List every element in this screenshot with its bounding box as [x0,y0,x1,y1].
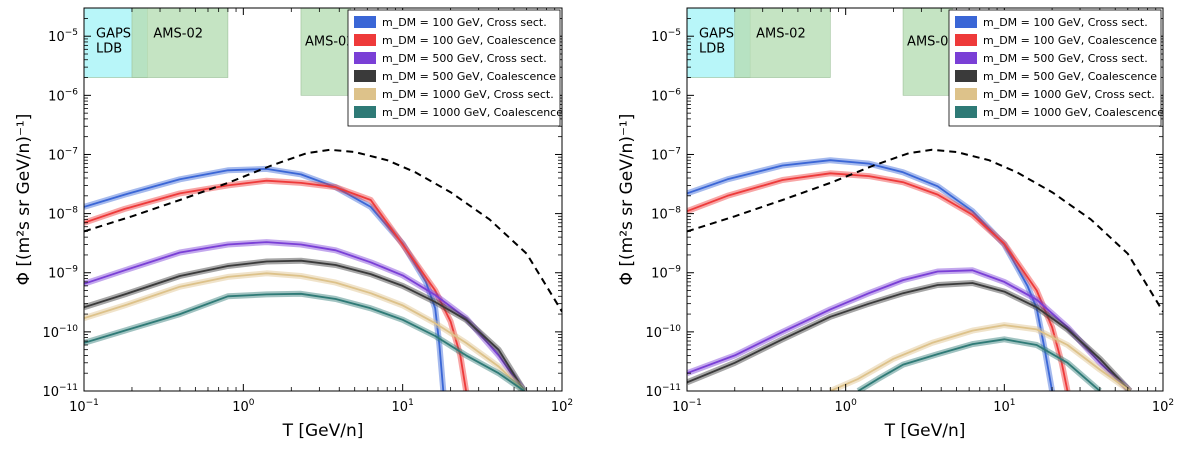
legend-swatch-4 [354,88,376,100]
y-tick-label: 10−6 [48,87,78,104]
y-tick-label: 10−8 [651,206,681,223]
legend-box [347,9,561,127]
legend-label-3: m_DM = 500 GeV, Coalescence [382,70,556,83]
region-2 [902,8,953,96]
legend-swatch-5 [354,106,376,118]
x-axis-label: T [GeV/n] [884,421,966,441]
region-1 [734,8,831,78]
region-label-2: AMS-02 [907,34,957,49]
y-tick-label: 10−9 [48,265,78,282]
legend-label-2: m_DM = 500 GeV, Cross sect. [983,52,1148,65]
y-axis-label: Φ [(m²s sr GeV/n)⁻¹] [617,114,637,286]
x-tick-label: 10−1 [672,398,702,415]
y-tick-label: 10−5 [48,28,78,45]
x-tick-label: 101 [392,398,414,415]
y-tick-label: 10−6 [651,87,681,104]
legend-box [948,9,1162,127]
y-tick-label: 10−9 [651,265,681,282]
x-tick-label: 102 [551,398,573,415]
legend-label-4: m_DM = 1000 GeV, Cross sect. [382,88,554,101]
region-label-0: GAPS [699,27,734,42]
legend: m_DM = 100 GeV, Cross sect. m_DM = 100 Ge… [347,9,563,127]
legend-swatch-3 [354,70,376,82]
legend-label-1: m_DM = 100 GeV, Coalescence [983,34,1157,47]
y-axis-label: Φ [(m²s sr GeV/n)⁻¹] [14,114,34,286]
legend-label-3: m_DM = 500 GeV, Coalescence [983,70,1157,83]
series-line-1 [687,172,1069,391]
series-band-4 [84,270,527,391]
background-flux-line [84,148,562,313]
axes-frame [83,7,563,392]
region-1 [131,8,229,78]
x-tick-label: 102 [1152,398,1174,415]
region-label-1: AMS-02 [756,27,806,42]
legend-label-2: m_DM = 500 GeV, Cross sect. [382,52,547,65]
region-2 [300,8,351,96]
region-label-0: GAPS [96,27,131,42]
x-tick-label: 10−1 [69,398,99,415]
legend-label-0: m_DM = 100 GeV, Cross sect. [382,16,547,29]
legend-label-0: m_DM = 100 GeV, Cross sect. [983,16,1148,29]
legend-swatch-3 [955,70,977,82]
x-axis-label: T [GeV/n] [282,421,364,441]
axes-frame [686,7,1164,392]
legend-swatch-5 [955,106,977,118]
series-line-4 [84,272,525,391]
legend-label-4: m_DM = 1000 GeV, Cross sect. [983,88,1155,101]
y-tick-label: 10−8 [48,206,78,223]
series-line-4 [829,324,1131,391]
legend-swatch-0 [955,16,977,28]
legend-label-5: m_DM = 1000 GeV, Coalescence [983,106,1164,119]
series-line-2 [84,241,526,391]
y-tick-label: 10−7 [651,146,681,163]
series-line-1 [84,179,467,391]
legend-swatch-0 [354,16,376,28]
plot-area [687,8,1163,391]
legend-swatch-1 [955,34,977,46]
region-label-1: AMS-02 [153,27,203,42]
y-tick-label: 10−7 [48,146,78,163]
legend-swatch-2 [955,52,977,64]
region-label-0: LDB [699,42,725,57]
y-tick-label: 10−11 [42,383,78,400]
series-line-5 [857,338,1101,391]
legend-swatch-4 [955,88,977,100]
region-label-2: AMS-02 [305,34,355,49]
y-tick-label: 10−10 [42,324,78,341]
series-line-3 [687,282,1131,391]
y-tick-label: 10−10 [645,324,681,341]
legend-label-1: m_DM = 100 GeV, Coalescence [382,34,556,47]
series-line-3 [84,259,526,391]
series-line-2 [687,269,1131,391]
series-line-5 [84,292,525,391]
legend-label-5: m_DM = 1000 GeV, Coalescence [382,106,563,119]
y-tick-label: 10−11 [645,383,681,400]
legend-swatch-2 [354,52,376,64]
background-flux-line [687,148,1163,313]
y-tick-label: 10−5 [651,28,681,45]
x-tick-label: 100 [835,398,858,415]
x-tick-label: 101 [993,398,1015,415]
x-tick-label: 100 [232,398,255,415]
legend-swatch-1 [354,34,376,46]
region-label-0: LDB [96,42,122,57]
plot-area [84,8,562,391]
legend: m_DM = 100 GeV, Cross sect. m_DM = 100 Ge… [948,9,1164,127]
